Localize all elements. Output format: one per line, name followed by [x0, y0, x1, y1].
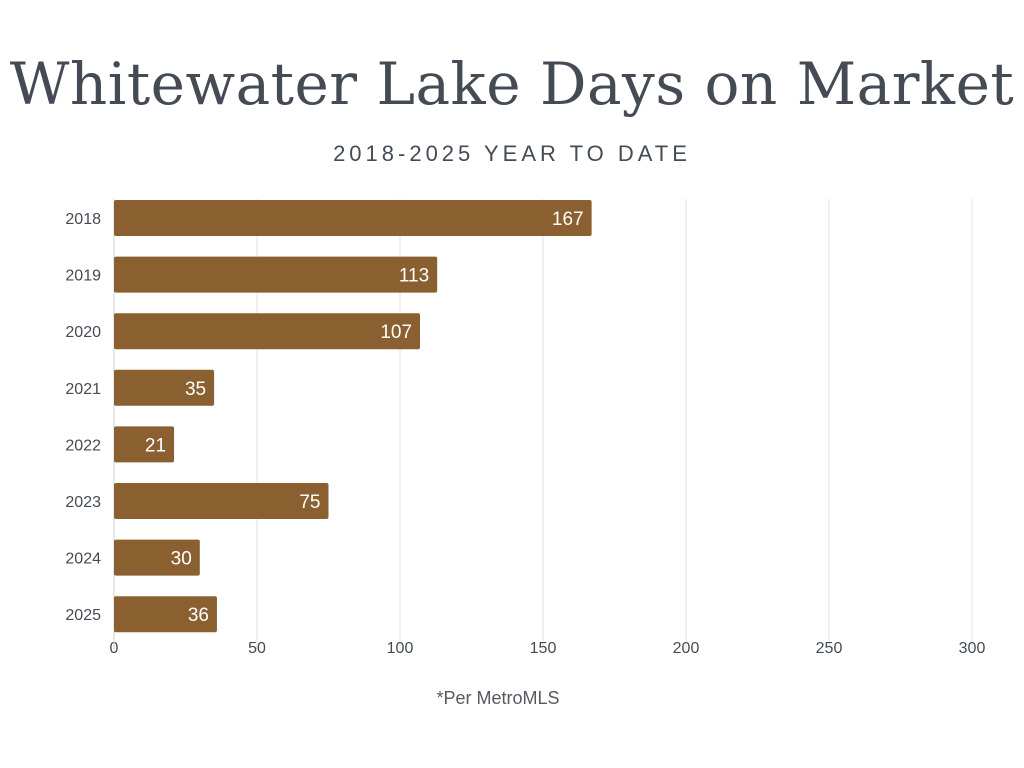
category-label: 2019: [65, 268, 101, 285]
chart-title: Whitewater Lake Days on Market: [9, 50, 1015, 118]
category-label: 2022: [65, 437, 101, 454]
x-tick-label: 200: [673, 640, 700, 657]
category-label: 2020: [65, 324, 101, 341]
data-label: 113: [399, 266, 429, 287]
data-label: 75: [299, 492, 320, 513]
x-tick-label: 250: [816, 640, 843, 657]
category-label: 2025: [65, 607, 101, 624]
data-label: 35: [185, 379, 206, 400]
bar: [114, 483, 329, 519]
bar: [114, 539, 200, 576]
data-label: 21: [145, 435, 166, 456]
chart-subtitle: 2018-2025 YEAR TO DATE: [333, 141, 691, 166]
x-tick-label: 300: [959, 640, 986, 657]
category-label: 2023: [65, 494, 101, 511]
bar: [114, 313, 421, 350]
data-label: 36: [188, 605, 209, 626]
source-footnote: *Per MetroMLS: [436, 688, 560, 708]
category-label: 2024: [65, 551, 101, 568]
x-tick-label: 100: [387, 640, 414, 657]
data-label: 167: [552, 209, 584, 230]
bar: [114, 369, 215, 406]
data-label: 107: [380, 322, 412, 343]
x-tick-label: 50: [248, 640, 266, 657]
category-label: 2021: [65, 381, 101, 398]
x-tick-label: 150: [530, 640, 557, 657]
bar: [114, 596, 217, 633]
category-label: 2018: [65, 211, 101, 228]
data-label: 30: [171, 549, 192, 570]
bar: [114, 426, 175, 463]
bar: [114, 256, 438, 293]
bar: [114, 200, 592, 236]
